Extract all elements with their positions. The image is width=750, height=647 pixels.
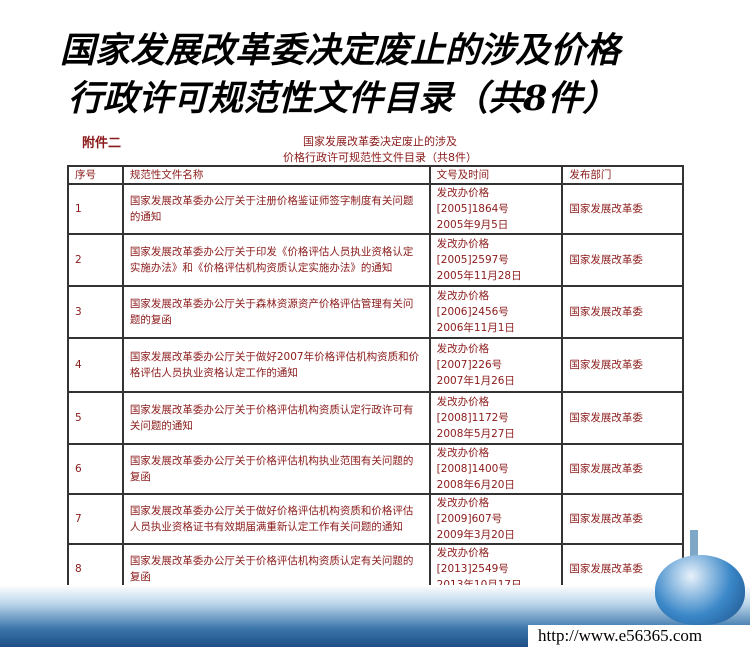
doc-prefix: 发改办价格 <box>436 290 490 302</box>
row-number: 4 <box>67 337 124 393</box>
document-number-date: 发改办价格 [2006]2456号 2006年11月1日 <box>428 285 564 339</box>
doc-date: 2008年6月20日 <box>436 479 515 491</box>
row-number: 2 <box>67 233 124 287</box>
doc-number: [2008]1400号 <box>436 463 509 475</box>
doc-prefix: 发改办价格 <box>436 547 490 559</box>
issuing-department: 国家发展改革委 <box>561 183 684 235</box>
doc-date: 2005年11月28日 <box>436 270 522 282</box>
document-number-date: 发改办价格 [2005]2597号 2005年11月28日 <box>428 233 564 287</box>
row-number: 1 <box>67 183 124 235</box>
row-number: 6 <box>67 443 124 495</box>
document-subtitle-line2: 价格行政许可规范性文件目录（共8件） <box>283 151 477 164</box>
doc-date: 2005年9月5日 <box>436 219 509 231</box>
document-name: 国家发展改革委办公厅关于价格评估机构执业范围有关问题的复函 <box>121 443 431 495</box>
doc-prefix: 发改办价格 <box>436 238 490 250</box>
document-name: 国家发展改革委办公厅关于做好价格评估机构资质和价格评估人员执业资格证书有效期届满… <box>121 493 431 545</box>
doc-date: 2009年3月20日 <box>436 529 515 541</box>
doc-number: [2009]607号 <box>436 513 503 525</box>
issuing-department: 国家发展改革委 <box>561 285 684 339</box>
document-number-date: 发改办价格 [2009]607号 2009年3月20日 <box>428 493 564 545</box>
doc-prefix: 发改办价格 <box>436 187 490 199</box>
issuing-department: 国家发展改革委 <box>561 337 684 393</box>
document-number-date: 发改办价格 [2005]1864号 2005年9月5日 <box>428 183 564 235</box>
slide-title-line2: 行政许可规范性文件目录（共8件） <box>68 78 618 119</box>
document-name: 国家发展改革委办公厅关于印发《价格评估人员执业资格认定实施办法》和《价格评估机构… <box>121 233 431 287</box>
doc-prefix: 发改办价格 <box>436 447 490 459</box>
document-number-date: 发改办价格 [2007]226号 2007年1月26日 <box>428 337 564 393</box>
issuing-department: 国家发展改革委 <box>561 493 684 545</box>
header-cell: 规范性文件名称 <box>121 165 431 185</box>
doc-date: 2006年11月1日 <box>436 322 515 334</box>
doc-number: [2005]1864号 <box>436 203 509 215</box>
header-cell: 序号 <box>67 165 124 185</box>
doc-prefix: 发改办价格 <box>436 343 490 355</box>
header-cell: 发布部门 <box>561 165 684 185</box>
header-cell: 文号及时间 <box>428 165 564 185</box>
table-row: 4 国家发展改革委办公厅关于做好2007年价格评估机构资质和价格评估人员执业资格… <box>67 337 684 393</box>
row-number: 5 <box>67 391 124 445</box>
globe-icon <box>655 555 745 625</box>
doc-prefix: 发改办价格 <box>436 497 490 509</box>
doc-date: 2007年1月26日 <box>436 375 515 387</box>
document-name: 国家发展改革委办公厅关于森林资源资产价格评估管理有关问题的复函 <box>121 285 431 339</box>
document-table: 序号 规范性文件名称 文号及时间 发布部门 1 国家发展改革委办公厅关于注册价格… <box>67 165 684 595</box>
row-number: 7 <box>67 493 124 545</box>
table-row: 6 国家发展改革委办公厅关于价格评估机构执业范围有关问题的复函 发改办价格 [20… <box>67 443 684 495</box>
row-number: 3 <box>67 285 124 339</box>
table-row: 5 国家发展改革委办公厅关于价格评估机构资质认定行政许可有关问题的通知 发改办价… <box>67 391 684 445</box>
issuing-department: 国家发展改革委 <box>561 443 684 495</box>
attachment-label: 附件二 <box>82 136 122 151</box>
table-row: 1 国家发展改革委办公厅关于注册价格鉴证师签字制度有关问题的通知 发改办价格 [2… <box>67 183 684 235</box>
doc-number: [2008]1172号 <box>436 412 509 424</box>
doc-number: [2007]226号 <box>436 359 503 371</box>
slide-title-line1: 国家发展改革委决定废止的涉及价格 <box>60 30 621 71</box>
doc-prefix: 发改办价格 <box>436 396 490 408</box>
doc-number: [2013]2549号 <box>436 563 509 575</box>
table-row: 3 国家发展改革委办公厅关于森林资源资产价格评估管理有关问题的复函 发改办价格 [… <box>67 285 684 339</box>
doc-date: 2008年5月27日 <box>436 428 515 440</box>
footer-url: http://www.e56365.com <box>528 625 750 647</box>
issuing-department: 国家发展改革委 <box>561 233 684 287</box>
table-row: 7 国家发展改革委办公厅关于做好价格评估机构资质和价格评估人员执业资格证书有效期… <box>67 493 684 545</box>
document-number-date: 发改办价格 [2008]1400号 2008年6月20日 <box>428 443 564 495</box>
issuing-department: 国家发展改革委 <box>561 391 684 445</box>
document-subtitle-line1: 国家发展改革委决定废止的涉及 <box>303 135 457 148</box>
table-header-row: 序号 规范性文件名称 文号及时间 发布部门 <box>67 165 684 185</box>
document-number-date: 发改办价格 [2008]1172号 2008年5月27日 <box>428 391 564 445</box>
doc-number: [2005]2597号 <box>436 254 509 266</box>
document-name: 国家发展改革委办公厅关于注册价格鉴证师签字制度有关问题的通知 <box>121 183 431 235</box>
table-row: 2 国家发展改革委办公厅关于印发《价格评估人员执业资格认定实施办法》和《价格评估… <box>67 233 684 287</box>
document-name: 国家发展改革委办公厅关于做好2007年价格评估机构资质和价格评估人员执业资格认定… <box>121 337 431 393</box>
document-name: 国家发展改革委办公厅关于价格评估机构资质认定行政许可有关问题的通知 <box>121 391 431 445</box>
doc-number: [2006]2456号 <box>436 306 509 318</box>
building-icon <box>690 530 698 565</box>
